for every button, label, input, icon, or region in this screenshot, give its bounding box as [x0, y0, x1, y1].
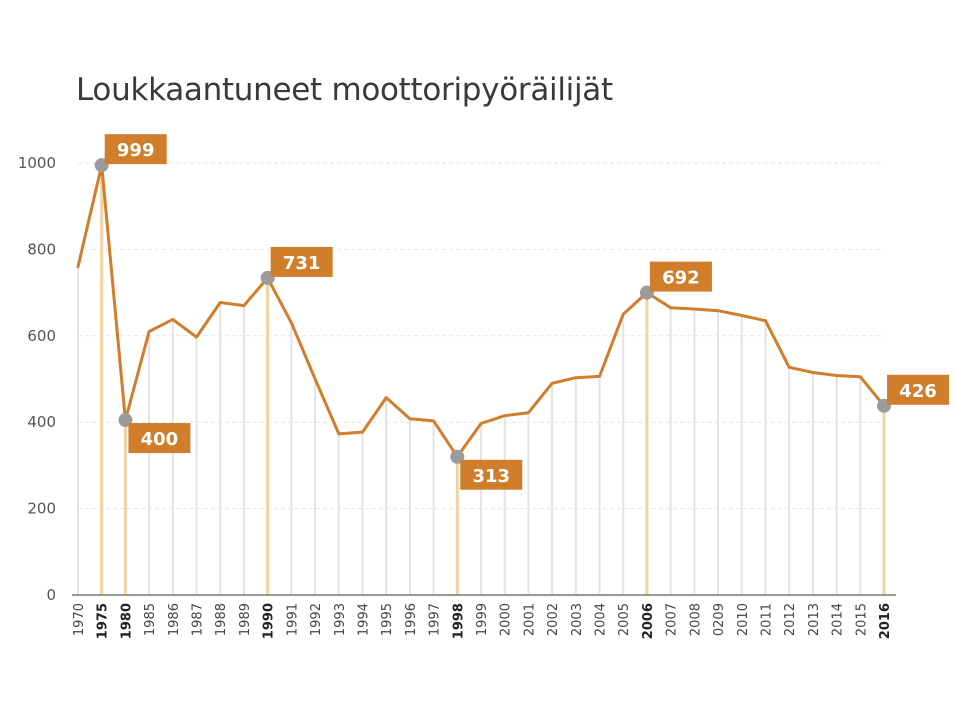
vertical-stems: [77, 165, 886, 595]
x-tick-label: 1992: [309, 603, 324, 636]
x-tick-label: 1996: [404, 603, 419, 636]
y-tick-label: 0: [46, 586, 56, 604]
callout-box: [104, 134, 167, 165]
x-tick-label: 2005: [617, 603, 632, 636]
x-tick-label: 2001: [522, 603, 537, 636]
x-tick-labels: 1970 1975 1980 1985 1986 1987 1988 1989 1990 1991…: [72, 603, 893, 639]
x-tick-label: 2002: [546, 603, 561, 636]
x-tick-label: 1998: [451, 603, 466, 639]
x-tick-label: 2007: [665, 603, 680, 636]
x-tick-label: 1987: [191, 603, 206, 636]
highlight-markers: [94, 158, 891, 464]
chart-title: Loukkaantuneet moottoripyöräilijät: [76, 72, 613, 108]
callout-label: 731: [283, 253, 321, 274]
callout-box: [128, 423, 191, 454]
x-tick-label: 2013: [807, 603, 822, 636]
callout-label: 400: [141, 429, 179, 450]
x-tick-label: 2016: [878, 603, 893, 639]
x-tick-label: 1989: [238, 603, 253, 636]
x-tick-label: 2003: [570, 603, 585, 636]
x-tick-label: 1975: [96, 603, 111, 639]
callout-box: [270, 246, 333, 277]
callout-box: [460, 459, 523, 490]
y-tick-label: 400: [27, 413, 56, 431]
x-tick-label: 2004: [594, 603, 609, 636]
x-tick-label: 1980: [119, 603, 134, 639]
x-tick-label: 1985: [143, 603, 158, 636]
y-tick-label: 600: [27, 327, 56, 345]
x-tick-label: 2000: [499, 603, 514, 636]
y-tick-label: 800: [27, 240, 56, 258]
x-tick-label: 2012: [783, 603, 798, 636]
callout-label: 692: [662, 268, 700, 289]
x-tick-label: 1990: [262, 603, 277, 639]
x-tick-label: 1993: [333, 603, 348, 636]
x-tick-label: 1995: [380, 603, 395, 636]
x-tick-label: 2011: [759, 603, 774, 636]
x-tick-label: 1997: [428, 603, 443, 636]
callout-labels: 999 400 731 313 692 426: [104, 134, 949, 490]
series-line-path: [76, 163, 886, 459]
x-tick-label: 2015: [854, 603, 869, 636]
x-tick-label: 1970: [72, 603, 87, 636]
x-tick-label: 2006: [641, 603, 656, 639]
callout-label: 313: [473, 466, 511, 487]
series-line: [76, 163, 886, 459]
x-tick-label: 0209: [712, 603, 727, 636]
callout-box: [649, 261, 712, 292]
x-tick-label: 1994: [356, 603, 371, 636]
x-tick-label: 1986: [167, 603, 182, 636]
y-tick-labels: 0 200 400 600 800 1000: [18, 154, 56, 604]
callout-label: 426: [899, 381, 937, 402]
x-tick-label: 2014: [831, 603, 846, 636]
callout-label: 999: [117, 140, 155, 161]
callout-box: [887, 374, 949, 405]
x-tick-label: 2008: [688, 603, 703, 636]
x-tick-label: 1999: [475, 603, 490, 636]
x-tick-label: 1988: [214, 603, 229, 636]
y-tick-label: 200: [27, 500, 56, 518]
x-tick-label: 2010: [736, 603, 751, 636]
y-tick-label: 1000: [18, 154, 56, 172]
x-tick-label: 1991: [285, 603, 300, 636]
